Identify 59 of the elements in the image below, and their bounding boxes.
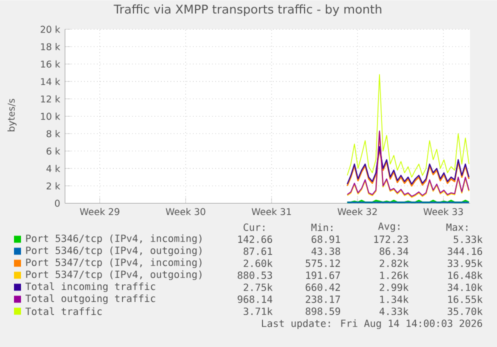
- text: 16.55k: [448, 295, 483, 303]
- y-tick-label: 14 k: [41, 78, 60, 85]
- legend-label: Port 5346/tcp (IPv4, incoming): [26, 234, 202, 244]
- text: 87.61: [244, 247, 272, 255]
- text: 5.33k: [454, 235, 483, 243]
- text: 575.12: [306, 259, 340, 267]
- x-tick-label: Week 32: [338, 208, 377, 216]
- text: 172.23: [374, 235, 408, 243]
- text: 1.26k: [380, 271, 409, 279]
- y-tick-label: 6 k: [46, 147, 60, 155]
- x-tick-label: Week 33: [424, 208, 463, 216]
- legend-label: Port 5347/tcp (IPv4, incoming): [26, 258, 202, 268]
- text: 968.14: [238, 295, 272, 303]
- text: 880.53: [238, 271, 272, 279]
- text: Min:: [311, 223, 332, 231]
- text: Cur:: [244, 223, 264, 231]
- text: 2.99k: [380, 283, 409, 291]
- text: 43.38: [312, 247, 340, 255]
- text: 2.60k: [244, 259, 273, 267]
- text: 660.42: [306, 283, 340, 291]
- text: 142.66: [238, 235, 272, 243]
- text: Max:: [446, 223, 468, 231]
- text: 86.34: [380, 247, 408, 255]
- legend-label: Port 5347/tcp (IPv4, outgoing): [26, 270, 202, 280]
- x-tick-label: Week 30: [166, 208, 206, 216]
- text: 33.95k: [448, 259, 483, 267]
- text: 2.82k: [380, 259, 409, 267]
- line-series: [346, 74, 470, 178]
- text: 191.67: [306, 271, 340, 279]
- y-tick-label: 8 k: [46, 130, 60, 138]
- text: 68.91: [312, 235, 340, 243]
- chart-title: Traffic via XMPP transports traffic - by month: [114, 4, 382, 16]
- text: 4.33k: [380, 307, 409, 315]
- x-tick-label: Week 31: [252, 208, 291, 216]
- text: 35.70k: [448, 307, 483, 315]
- y-tick-label: 2 k: [46, 182, 60, 190]
- y-tick-label: 10 k: [41, 112, 60, 120]
- y-tick-label: 4 k: [46, 164, 60, 172]
- text: 2.75k: [244, 283, 273, 291]
- x-tick-label: Week 29: [80, 208, 120, 216]
- legend-label: Total outgoing traffic: [26, 294, 156, 304]
- text: 898.59: [306, 307, 340, 315]
- text: 34.10k: [448, 283, 483, 291]
- text: 344.16: [448, 247, 482, 255]
- y-tick-label: 20 k: [40, 26, 60, 33]
- y-axis-title: bytes/s: [7, 98, 17, 132]
- text: Last update: Fri Aug 14 14:00:03 2026: [262, 319, 482, 329]
- legend-label: Port 5346/tcp (IPv4, outgoing): [26, 246, 202, 256]
- text: 16.48k: [448, 271, 483, 279]
- y-tick-label: 12 k: [41, 95, 60, 102]
- legend-label: Total traffic: [26, 307, 102, 315]
- y-tick-label: 18 k: [41, 42, 60, 50]
- y-tick-label: 16 k: [41, 60, 60, 68]
- text: 238.17: [306, 295, 340, 303]
- legend-label: Total incoming traffic: [26, 282, 156, 292]
- text: 3.71k: [244, 307, 273, 315]
- text: Avg:: [378, 222, 400, 232]
- y-tick-label: 0: [54, 200, 60, 207]
- text: 1.34k: [380, 295, 409, 303]
